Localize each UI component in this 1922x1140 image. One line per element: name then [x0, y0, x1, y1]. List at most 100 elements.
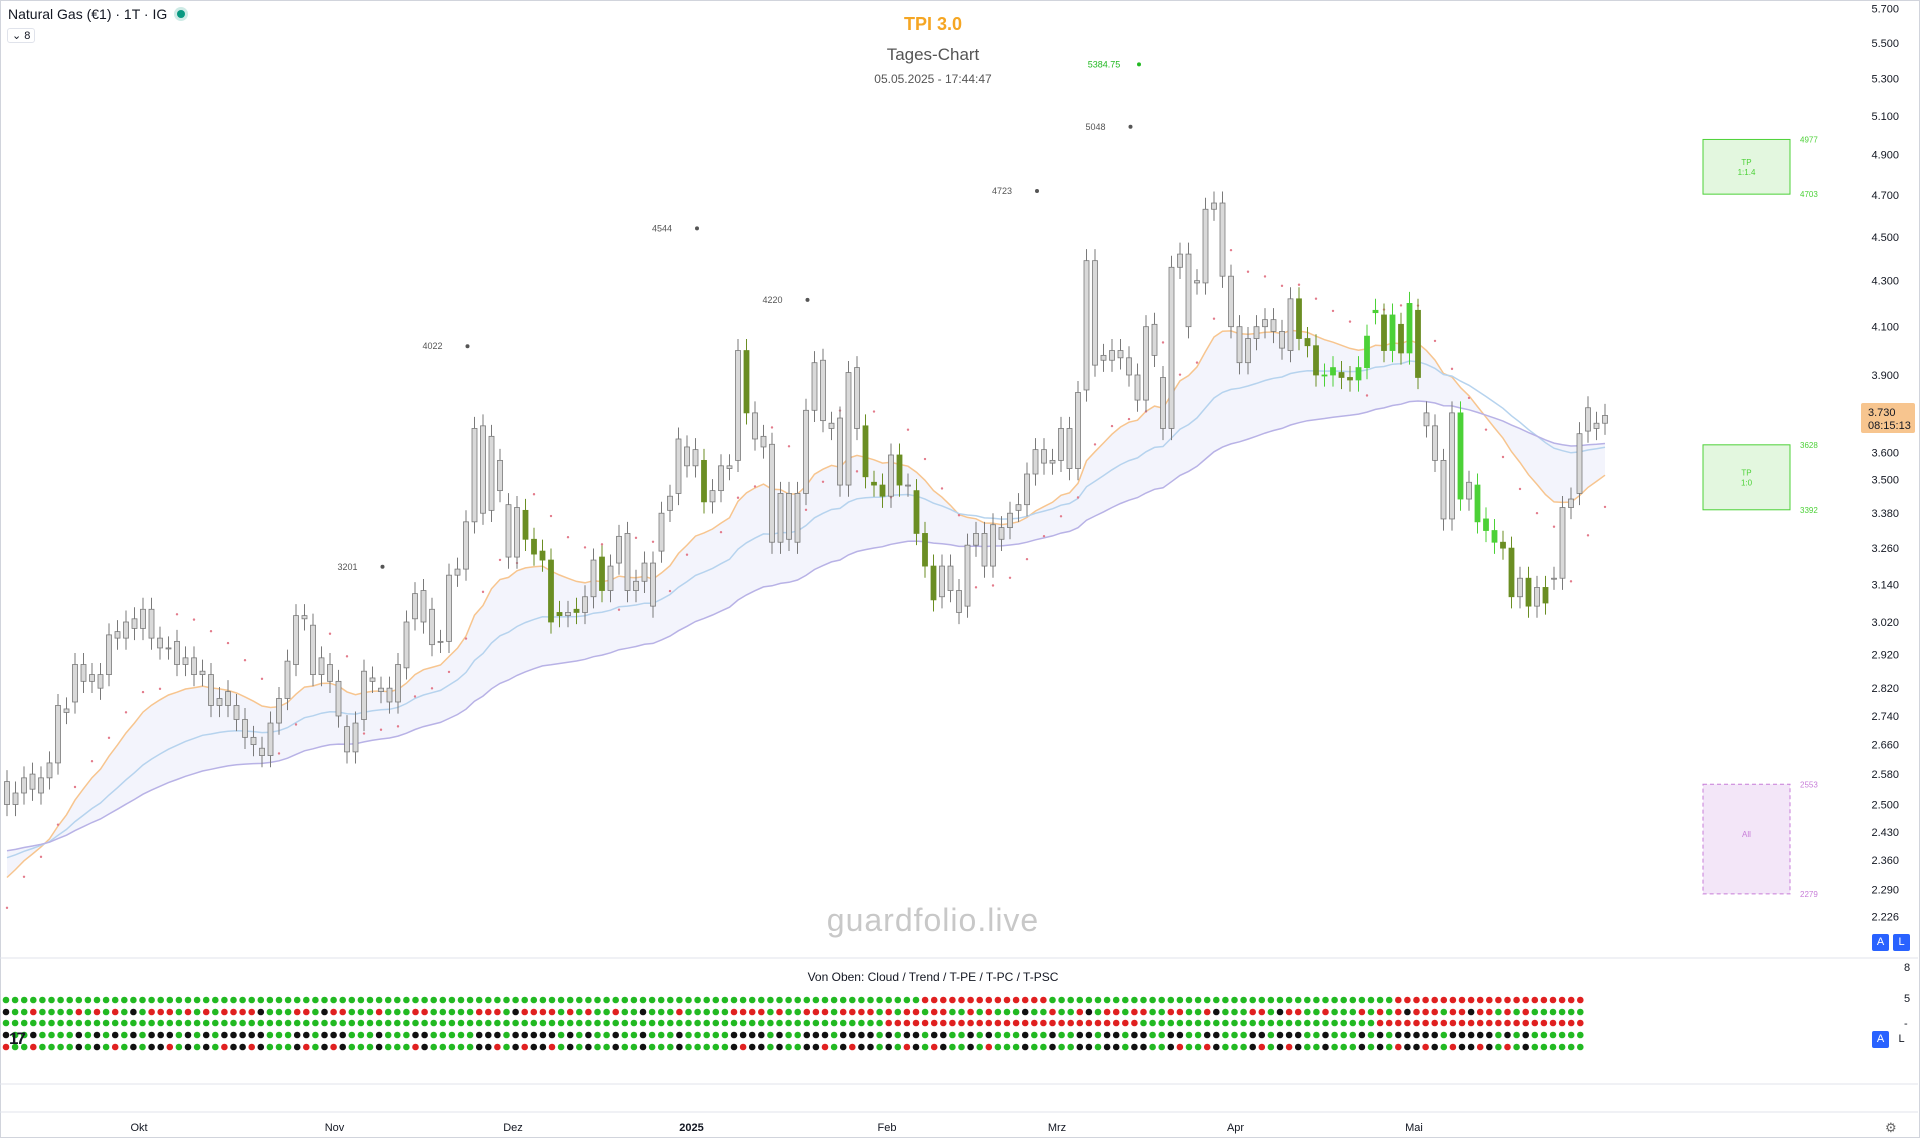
indicator-collapse-button[interactable]: ⌄ 8 — [7, 28, 36, 43]
indicator-dot — [1431, 1008, 1438, 1016]
indicator-dot — [448, 996, 456, 1004]
indicator-dot — [612, 1043, 619, 1051]
panel-log-scale-button[interactable]: L — [1898, 1033, 1905, 1045]
indicator-dot — [958, 1031, 965, 1039]
time-axis-label: Mai — [1405, 1122, 1423, 1134]
candle — [1585, 396, 1591, 443]
indicator-dot — [321, 1019, 328, 1027]
indicator-dot — [221, 1008, 228, 1016]
indicator-dot — [767, 1043, 774, 1051]
candle-body — [1568, 498, 1574, 508]
indicator-dot — [1203, 996, 1211, 1004]
candle — [1372, 298, 1379, 325]
indicator-dot — [1112, 1008, 1120, 1016]
indicator-dot — [1395, 996, 1402, 1004]
indicator-dot — [748, 1043, 756, 1051]
candle — [1185, 242, 1192, 339]
candle — [803, 398, 809, 506]
candle — [1347, 365, 1353, 392]
trailing-stop-dot — [498, 558, 502, 562]
candle-body — [29, 773, 36, 790]
symbol-header[interactable]: Natural Gas (€1) · 1T · IG — [8, 6, 186, 22]
trailing-stop-dot — [1008, 576, 1012, 579]
candle — [786, 481, 792, 551]
price-tick-label: 5.700 — [1871, 3, 1899, 15]
indicator-dot — [1085, 1031, 1093, 1039]
indicator-dot — [812, 1043, 820, 1051]
candle-body — [667, 495, 673, 511]
panel-scale-top: 8 — [1904, 962, 1911, 974]
indicator-dot — [339, 1019, 347, 1027]
indicator-dot — [758, 1031, 765, 1039]
indicator-dot — [1322, 1019, 1329, 1027]
indicator-dot — [1003, 1019, 1011, 1027]
candle — [1032, 438, 1039, 486]
indicator-dot — [1158, 1031, 1165, 1039]
indicator-dot — [275, 1043, 283, 1051]
indicator-dot — [1276, 1008, 1284, 1016]
symbol-title[interactable]: Natural Gas (€1) · 1T · IG — [8, 6, 168, 22]
indicator-dot — [1486, 996, 1493, 1004]
trailing-stop-dot — [600, 543, 604, 546]
indicator-dot — [303, 1031, 310, 1039]
indicator-dot — [794, 1019, 801, 1027]
trailing-stop-dot — [1348, 320, 1352, 323]
candle — [582, 585, 588, 625]
candle-body — [1313, 345, 1319, 376]
swing-high-label: 4723 — [992, 186, 1012, 196]
candle-body — [412, 593, 418, 620]
indicator-dot — [1349, 1008, 1357, 1016]
indicator-dot — [1158, 1019, 1165, 1027]
indicator-dot — [11, 1008, 19, 1016]
indicator-dot — [1504, 996, 1511, 1004]
indicator-dot — [1276, 1043, 1284, 1051]
indicator-dot — [803, 1031, 811, 1039]
indicator-dot — [657, 1043, 665, 1051]
tradingview-logo[interactable]: 17 — [9, 1029, 26, 1048]
candle-body — [888, 454, 894, 497]
indicator-dot — [812, 1019, 820, 1027]
log-scale-button[interactable]: L — [1893, 934, 1910, 951]
indicator-dot — [539, 996, 547, 1004]
indicator-dot — [1149, 1019, 1156, 1027]
indicator-dot — [1258, 996, 1266, 1004]
trailing-stop-dot — [447, 670, 451, 674]
indicator-dot — [1358, 996, 1366, 1004]
indicator-dot — [166, 1043, 174, 1051]
trailing-stop-dot — [923, 457, 927, 461]
indicator-dot — [339, 1043, 347, 1051]
candle — [675, 427, 682, 506]
candle — [1015, 493, 1022, 523]
settings-icon[interactable]: ⚙ — [1885, 1120, 1897, 1135]
indicator-dot — [867, 996, 874, 1004]
panel-auto-scale-button[interactable]: A — [1872, 1031, 1889, 1048]
indicator-dot — [257, 1043, 265, 1051]
indicator-dot — [794, 1031, 801, 1039]
indicator-dot — [867, 1019, 874, 1027]
indicator-dot — [84, 1008, 92, 1016]
candle — [854, 356, 860, 441]
indicator-dot — [703, 1008, 710, 1016]
swing-high-label: 4022 — [422, 341, 442, 351]
trailing-stop-dot — [617, 608, 621, 611]
indicator-dot — [694, 1031, 701, 1039]
swing-high-label: 5384.75 — [1088, 59, 1121, 69]
candle-body — [701, 459, 707, 503]
candle-body — [769, 443, 775, 543]
candle-body — [641, 562, 648, 582]
indicator-dot — [1249, 996, 1256, 1004]
indicator-dot — [1258, 1043, 1266, 1051]
indicator-dot — [1031, 1019, 1038, 1027]
indicator-dot — [830, 1031, 838, 1039]
indicator-dot — [1376, 996, 1384, 1004]
indicator-dot — [648, 1043, 656, 1051]
indicator-dot — [1458, 1031, 1466, 1039]
indicator-dot — [30, 1008, 37, 1016]
trailing-stop-dot — [277, 752, 281, 755]
indicator-dot — [566, 1019, 574, 1027]
candle-body — [726, 465, 733, 469]
indicator-dot — [102, 1031, 110, 1039]
candle — [922, 521, 928, 578]
auto-scale-button[interactable]: A — [1872, 934, 1889, 951]
